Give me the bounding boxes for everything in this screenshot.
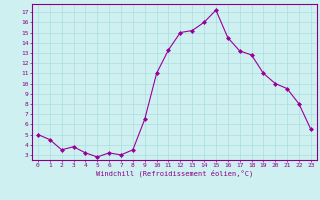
X-axis label: Windchill (Refroidissement éolien,°C): Windchill (Refroidissement éolien,°C) [96, 170, 253, 177]
